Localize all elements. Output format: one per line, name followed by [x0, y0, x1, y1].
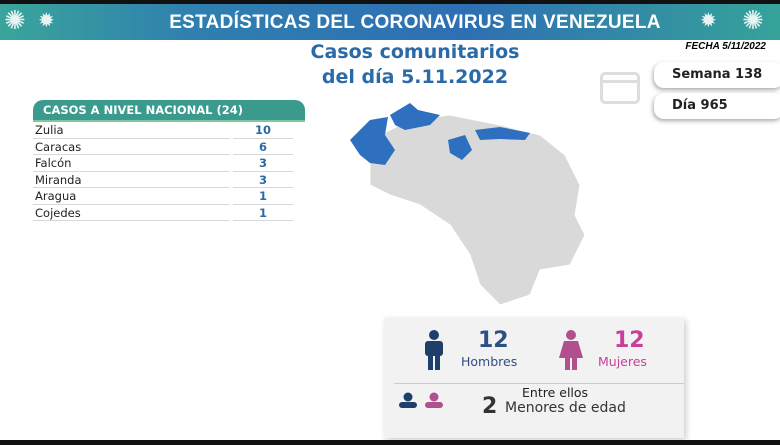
minors-intro: Entre ellos	[522, 385, 589, 400]
men-label: Hombres	[461, 354, 518, 369]
man-icon	[425, 330, 443, 370]
divider	[394, 383, 684, 384]
map-base	[369, 114, 586, 306]
state-name: Zulia	[33, 122, 230, 139]
women-label: Mujeres	[598, 354, 647, 369]
table-row: Miranda 3	[33, 172, 305, 188]
state-name: Caracas	[33, 139, 230, 155]
case-count: 3	[233, 155, 293, 172]
map-cojedes	[448, 135, 472, 160]
day-badge: Día 965	[654, 93, 780, 119]
subtitle-line1: Casos comunitarios	[310, 41, 520, 63]
virus-icon: ✹	[38, 8, 55, 32]
map-central	[475, 127, 530, 140]
case-count: 10	[233, 122, 293, 139]
venezuela-map	[350, 103, 586, 306]
table-header: CASOS A NIVEL NACIONAL (24)	[33, 100, 305, 122]
state-name: Falcón	[33, 155, 230, 172]
table-row: Aragua 1	[33, 188, 305, 205]
case-count: 6	[233, 139, 293, 155]
bottom-border	[0, 440, 780, 445]
state-name: Miranda	[33, 172, 230, 188]
gender-card: 12 Hombres 12 Mujeres Entre ellos 2 Meno…	[384, 318, 684, 438]
table-row: Cojedes 1	[33, 205, 305, 221]
women-count: 12	[614, 328, 645, 353]
header-banner: ✺ ✹ ESTADÍSTICAS DEL CORONAVIRUS EN VENE…	[0, 4, 780, 40]
calendar-icon	[600, 72, 640, 104]
virus-icon: ✹	[700, 8, 717, 32]
case-count: 1	[233, 188, 293, 205]
map-falcon	[390, 103, 440, 130]
map-zulia	[350, 117, 395, 165]
week-badge: Semana 138	[654, 62, 780, 88]
woman-icon	[559, 330, 583, 370]
person-icon	[399, 392, 443, 408]
date-label: FECHA 5/11/2022	[685, 41, 766, 52]
subtitle-line2: del día 5.11.2022	[321, 66, 509, 88]
state-name: Aragua	[33, 188, 230, 205]
virus-icon: ✺	[742, 6, 764, 36]
page-title: ESTADÍSTICAS DEL CORONAVIRUS EN VENEZUEL…	[169, 12, 661, 33]
state-name: Cojedes	[33, 205, 230, 221]
virus-icon: ✺	[4, 6, 26, 36]
case-count: 1	[233, 205, 293, 221]
cases-table: CASOS A NIVEL NACIONAL (24) Zulia 10 Carac…	[33, 100, 305, 221]
table-row: Caracas 6	[33, 139, 305, 155]
top-border	[0, 0, 780, 4]
subtitle: Casos comunitarios del día 5.11.2022	[290, 40, 540, 90]
minors-label: Menores de edad	[505, 400, 626, 416]
case-count: 3	[233, 172, 293, 188]
table-row: Zulia 10	[33, 122, 305, 139]
table-row: Falcón 3	[33, 155, 305, 172]
minors-count: 2	[482, 394, 498, 419]
men-count: 12	[478, 328, 509, 353]
